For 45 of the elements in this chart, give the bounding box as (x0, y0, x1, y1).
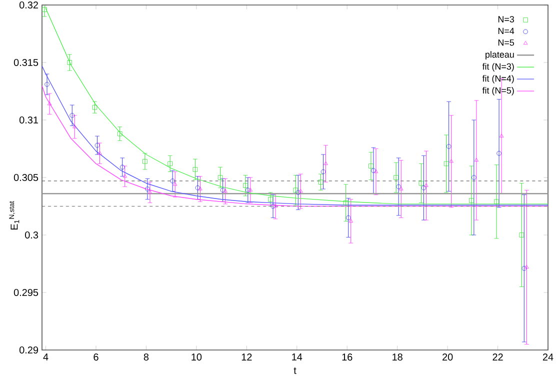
point (243, 183, 248, 188)
point (268, 196, 273, 202)
x-tick-label: 4 (43, 354, 48, 360)
x-tick-label: 22 (492, 354, 503, 360)
legend-label: N=5 (498, 39, 514, 46)
point (218, 175, 223, 180)
point (494, 199, 499, 204)
y-tick-label: 0.29 (19, 346, 38, 354)
x-tick-label: 12 (242, 354, 252, 360)
x-tick-label: 24 (542, 354, 554, 360)
legend-label: fit (N=4) (482, 75, 514, 84)
legend-label: N=4 (498, 28, 514, 34)
point (469, 198, 474, 203)
x-tick-label: 14 (292, 354, 302, 360)
point (394, 175, 398, 180)
point (368, 164, 374, 168)
point (168, 161, 172, 166)
point (444, 161, 449, 166)
legend-label: N=3 (498, 16, 514, 22)
x-tick-label: 6 (94, 354, 98, 361)
point (92, 104, 98, 110)
y-tick-label: 0.305 (14, 174, 38, 182)
point (343, 200, 348, 206)
point (192, 167, 198, 172)
x-tick-label: 18 (392, 354, 402, 361)
x-axis-title: t (294, 367, 296, 374)
y-tick-label: 0.3 (25, 231, 38, 239)
y-tick-label: 0.32 (19, 1, 38, 9)
x-tick-label: 20 (442, 354, 453, 361)
point (519, 232, 524, 238)
x-tick-label: 16 (342, 354, 352, 361)
y-tick-label: 0.31 (19, 116, 38, 124)
legend-label: plateau (486, 51, 514, 60)
y-tick-label: 0.315 (14, 58, 38, 66)
point (117, 131, 122, 136)
point (142, 159, 148, 164)
x-tick-label: 8 (144, 354, 149, 361)
legend-label: fit (N=3) (482, 63, 514, 72)
y-tick-label: 0.295 (14, 288, 38, 296)
point (318, 180, 324, 184)
point (67, 60, 72, 65)
point (418, 180, 424, 186)
point (293, 188, 298, 193)
x-tick-label: 10 (192, 354, 202, 361)
legend-label: fit (N=5) (482, 87, 514, 96)
